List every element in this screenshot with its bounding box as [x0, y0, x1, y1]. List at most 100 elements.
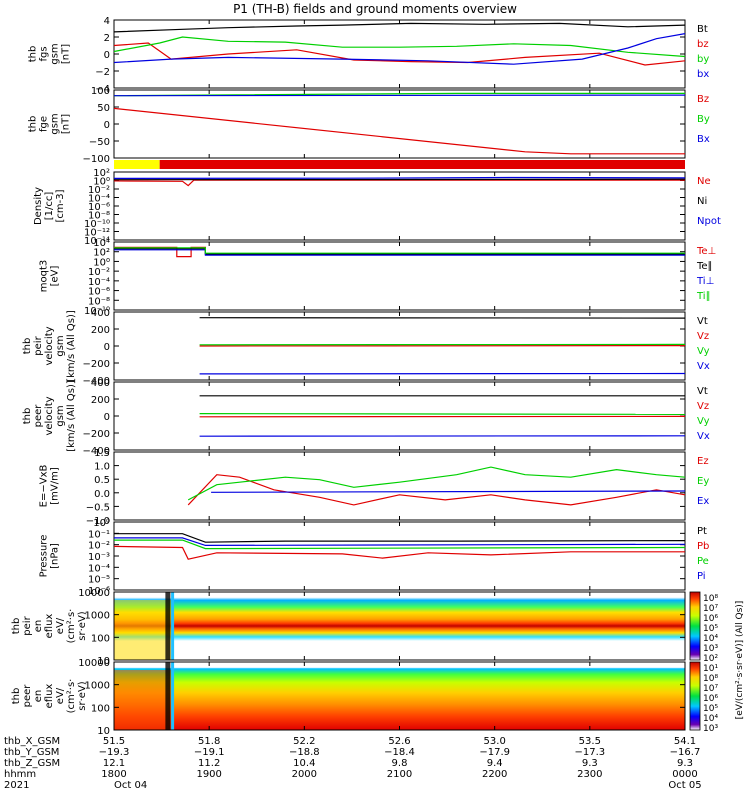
series-line-by — [113, 36, 686, 58]
legend-Bx: Bx — [697, 134, 710, 145]
y-axis-label-line: velocity — [44, 326, 55, 365]
y-tick-label: 10⁻⁴ — [88, 194, 110, 205]
y-axis-label-line: thb — [28, 116, 39, 133]
colorbar-tick-label: 10³ — [703, 644, 718, 654]
colorbar-tick-label: 10³ — [703, 724, 718, 734]
x-column-value: 51.5 — [103, 736, 125, 747]
colorbar-tick-label: 10⁵ — [703, 704, 718, 714]
x-row-label: thb_X_GSM — [4, 736, 60, 747]
y-axis-label: Density[1/cc][cm-3] — [33, 187, 66, 225]
y-tick-label: 10 — [97, 656, 110, 667]
panel-peir_spectrogram: 10000 1000 100 10 thbpeirenefluxeV/(cm²·s·sr… — [11, 588, 686, 667]
series-line-Vy — [199, 413, 686, 415]
series-line-Ne — [113, 179, 685, 187]
panel-frame — [113, 89, 686, 159]
legend-Npot: Npot — [697, 216, 721, 227]
y-tick-label: 200 — [91, 395, 110, 406]
legend-Vz: Vz — [697, 401, 709, 412]
colorbar-tick-label: 10¹ — [703, 664, 718, 674]
spectrogram-fill — [114, 592, 685, 660]
y-axis-label: Pressure[nPa] — [39, 535, 61, 578]
panel-frame — [113, 451, 686, 521]
y-tick-label: 10⁻² — [88, 185, 110, 196]
x-column-value: −19.1 — [194, 747, 225, 758]
y-axis-label-line: [mV/m] — [50, 467, 61, 505]
x-column-value: 1900 — [196, 769, 221, 780]
legend-Vt: Vt — [697, 316, 708, 327]
y-tick-label: −1.0 — [86, 516, 110, 527]
colorbar-tick-label: 10⁴ — [703, 714, 718, 724]
x-row-label: thb_Z_GSM — [4, 758, 60, 769]
y-tick-label: 0 — [104, 120, 110, 131]
y-axis-label-line: thb — [28, 46, 39, 63]
y-tick-label: −2 — [95, 67, 110, 78]
y-tick-label: 1000 — [85, 681, 110, 692]
y-tick-label: 10⁻³ — [88, 552, 110, 563]
y-tick-label: −50 — [89, 137, 110, 148]
y-axis-label-line: sr·eV) — [77, 611, 88, 640]
series-line-Ti∥ — [114, 247, 685, 254]
y-axis-label: thbfgsgsm[nT] — [28, 43, 72, 64]
spectrogram-data-gap — [165, 662, 171, 730]
y-tick-label: 10⁻¹⁰ — [84, 219, 110, 230]
mode-bar — [114, 160, 685, 169]
y-tick-label: 10² — [93, 168, 110, 179]
y-axis-label-line: E=−VxB — [39, 465, 50, 508]
colorbar — [689, 591, 701, 661]
x-column-value: 54.1 — [674, 736, 696, 747]
y-axis-label-line: moqt3 — [39, 260, 50, 293]
x-column-value: 9.3 — [677, 758, 693, 769]
colorbar-tick-label: 10⁵ — [703, 624, 718, 634]
y-axis-label-line: gsm — [50, 43, 61, 64]
x-column-value: 1800 — [101, 769, 126, 780]
panel-efield: 1.5 1.0 0.5 0.0 −0.5 −1.0 E=−VxB[mV/m] Ez Ey Ex — [39, 448, 710, 527]
y-axis-label-line: thb — [11, 618, 22, 635]
series-line-Bx — [113, 94, 686, 97]
legend-Vy: Vy — [697, 416, 710, 427]
spectrogram-early-block — [114, 600, 172, 660]
y-tick-label: 400 — [91, 308, 110, 319]
x-column-value: 52.2 — [293, 736, 315, 747]
y-tick-label: 10⁰ — [93, 257, 110, 268]
y-tick-label: 1.0 — [94, 462, 110, 473]
y-tick-label: 10000 — [78, 588, 110, 599]
series-line-Ey — [187, 466, 686, 501]
y-tick-label: 0 — [104, 412, 110, 423]
legend-Bt: Bt — [697, 24, 708, 35]
y-tick-label: 100 — [91, 633, 110, 644]
panel-frame — [113, 241, 686, 311]
colorbar-tick-label: 10⁷ — [703, 684, 718, 694]
legend-Pe: Pe — [697, 556, 709, 567]
y-tick-label: 0.0 — [94, 489, 110, 500]
y-tick-label: 50 — [97, 103, 110, 114]
series-line-Pb — [113, 545, 685, 560]
spectrogram-fill — [114, 662, 685, 730]
x-column-value: Oct 04 — [114, 780, 147, 791]
x-row-label: thb_Y_GSM — [4, 747, 59, 758]
y-axis-label-line: eflux — [44, 614, 55, 639]
panel-peir_velocity: 400 200 0 −200 −400 thbpeirvelocitygsm[km/s (… — [22, 308, 710, 387]
legend-Ey: Ey — [697, 476, 709, 487]
colorbar-tick-label: 10⁶ — [703, 614, 718, 624]
legend-By: By — [697, 114, 710, 125]
y-tick-label: 10⁻² — [88, 541, 110, 552]
x-column-value: −19.3 — [99, 747, 130, 758]
x-column-value: 2000 — [292, 769, 317, 780]
y-axis-label-line: en — [33, 690, 44, 703]
y-axis-label-line: peer — [33, 404, 44, 428]
series-line-Npot — [113, 176, 686, 179]
series-line-Ex — [211, 490, 686, 493]
y-axis-label: thbfgegsm[nT] — [28, 113, 72, 134]
legend-by: by — [697, 54, 709, 65]
panels-group: 420−2−4thbfgsgsm[nT]Btbzbybx100500−50−10… — [11, 16, 721, 737]
y-axis-label: moqt3[eV] — [39, 260, 61, 293]
y-axis-label-line: en — [33, 620, 44, 633]
y-tick-label: 10⁻⁴ — [88, 277, 110, 288]
y-tick-label: 0.5 — [94, 475, 110, 486]
x-column-value: 2300 — [577, 769, 602, 780]
y-axis-label-line: sr·eV) — [77, 681, 88, 710]
spectrogram-mode-stripe — [171, 592, 175, 660]
spectrogram-data-gap — [165, 592, 171, 660]
